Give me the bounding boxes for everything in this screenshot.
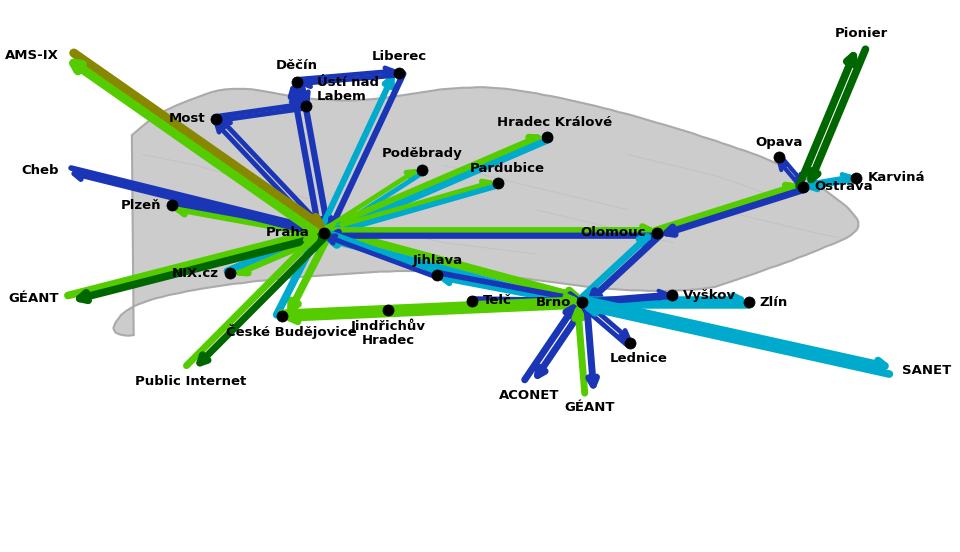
Text: Lednice: Lednice bbox=[610, 352, 667, 365]
Text: Děčín: Děčín bbox=[276, 59, 318, 72]
Text: Brno: Brno bbox=[536, 296, 571, 309]
Text: NIX.cz: NIX.cz bbox=[172, 267, 219, 280]
Text: Vyškov: Vyškov bbox=[683, 289, 735, 302]
Text: Opava: Opava bbox=[755, 136, 803, 149]
Text: Olomouc: Olomouc bbox=[581, 226, 646, 240]
Text: České Budějovice: České Budějovice bbox=[226, 324, 356, 339]
Text: GÉANT: GÉANT bbox=[564, 401, 614, 415]
Text: Pionier: Pionier bbox=[834, 27, 888, 40]
Text: AMS-IX: AMS-IX bbox=[5, 49, 59, 62]
Text: Jindřichův
Hradec: Jindřichův Hradec bbox=[350, 319, 425, 347]
Text: Plzeň: Plzeň bbox=[121, 199, 161, 212]
Text: Most: Most bbox=[168, 112, 205, 125]
Text: Liberec: Liberec bbox=[372, 50, 426, 63]
Text: Telč: Telč bbox=[483, 294, 512, 307]
Text: Ústí nad
Labem: Ústí nad Labem bbox=[317, 76, 378, 103]
Text: GÉANT: GÉANT bbox=[9, 291, 59, 305]
Text: Cheb: Cheb bbox=[21, 163, 59, 177]
Text: Poděbrady: Poděbrady bbox=[381, 147, 463, 160]
Text: Hradec Králové: Hradec Králové bbox=[497, 115, 612, 129]
Text: Jihlava: Jihlava bbox=[413, 253, 463, 267]
Text: Pardubice: Pardubice bbox=[469, 162, 544, 175]
Text: Zlín: Zlín bbox=[759, 296, 788, 309]
Text: Ostrava: Ostrava bbox=[814, 180, 873, 193]
Text: Public Internet: Public Internet bbox=[134, 375, 246, 389]
Polygon shape bbox=[113, 87, 858, 336]
Text: SANET: SANET bbox=[902, 364, 951, 378]
Text: ACONET: ACONET bbox=[498, 389, 559, 402]
Text: Karviná: Karviná bbox=[868, 171, 924, 184]
Text: Praha: Praha bbox=[266, 226, 309, 240]
